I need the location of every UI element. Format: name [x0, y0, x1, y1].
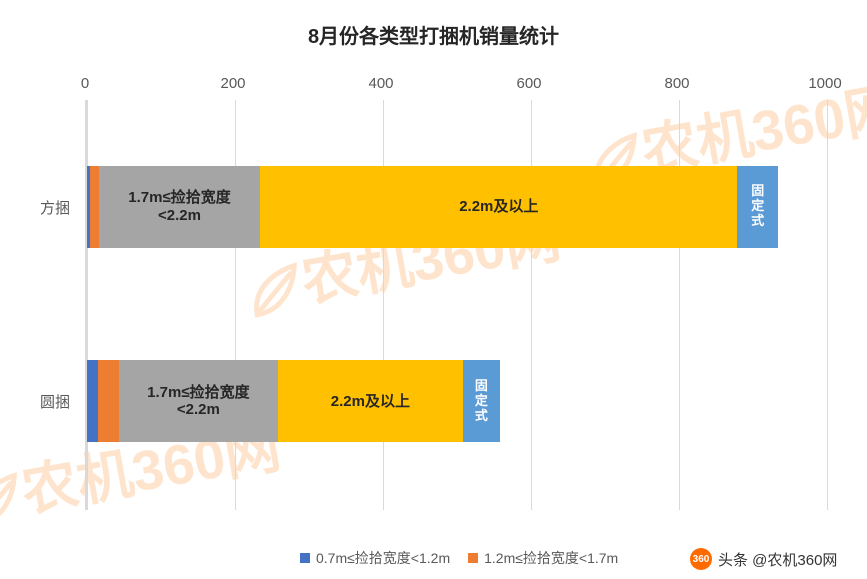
- bar-segment: 2.2m及以上: [260, 166, 737, 248]
- x-tick-label: 200: [220, 75, 245, 92]
- bar-segment: [87, 360, 98, 442]
- bar-segment: [90, 166, 99, 248]
- gridline: [383, 100, 384, 510]
- y-category-label: 圆捆: [0, 391, 70, 412]
- bar-segment-label: 固 定 式: [475, 379, 488, 424]
- legend-label: 0.7m≤捡拾宽度<1.2m: [316, 548, 450, 568]
- chart-container: 8月份各类型打捆机销量统计 农机360网农机360网农机360网 1.7m≤捡拾…: [0, 0, 867, 579]
- leaf-icon: [0, 467, 28, 537]
- bar-segment-label: 2.2m及以上: [459, 198, 538, 215]
- gridline: [679, 100, 680, 510]
- x-tick-label: 800: [664, 75, 689, 92]
- legend-swatch: [300, 553, 310, 563]
- x-tick-label: 0: [81, 75, 89, 92]
- bar-segment: 1.7m≤捡拾宽度 <2.2m: [119, 360, 278, 442]
- bar-segment-label: 1.7m≤捡拾宽度 <2.2m: [128, 189, 230, 224]
- bar-segment: [98, 360, 119, 442]
- bar-segment: 2.2m及以上: [278, 360, 463, 442]
- legend-item: 0.7m≤捡拾宽度<1.2m: [300, 548, 450, 568]
- bar-row: 1.7m≤捡拾宽度 <2.2m 2.2m及以上 固 定 式: [87, 166, 827, 248]
- bar-segment: 1.7m≤捡拾宽度 <2.2m: [99, 166, 260, 248]
- bar-segment-label: 固 定 式: [751, 184, 764, 229]
- legend: 0.7m≤捡拾宽度<1.2m 1.2m≤捡拾宽度<1.7m: [300, 548, 618, 568]
- legend-swatch: [468, 553, 478, 563]
- attribution-avatar: 360: [690, 548, 712, 570]
- x-tick-label: 1000: [808, 75, 841, 92]
- gridline: [531, 100, 532, 510]
- bar-segment: 固 定 式: [737, 166, 778, 248]
- x-tick-label: 600: [516, 75, 541, 92]
- legend-label: 1.2m≤捡拾宽度<1.7m: [484, 548, 618, 568]
- bar-segment: 固 定 式: [463, 360, 500, 442]
- gridline: [235, 100, 236, 510]
- chart-title: 8月份各类型打捆机销量统计: [0, 20, 867, 49]
- gridline: [87, 100, 88, 510]
- y-category-label: 方捆: [0, 197, 70, 218]
- attribution: 360 头条 @农机360网: [690, 548, 837, 570]
- bar-segment-label: 2.2m及以上: [331, 393, 410, 410]
- bar-row: 1.7m≤捡拾宽度 <2.2m 2.2m及以上 固 定 式: [87, 360, 827, 442]
- x-tick-label: 400: [368, 75, 393, 92]
- gridline: [827, 100, 828, 510]
- legend-item: 1.2m≤捡拾宽度<1.7m: [468, 548, 618, 568]
- attribution-text: 头条 @农机360网: [718, 549, 837, 570]
- plot-area: 1.7m≤捡拾宽度 <2.2m2.2m及以上固 定 式1.7m≤捡拾宽度 <2.…: [85, 100, 827, 510]
- bar-segment-label: 1.7m≤捡拾宽度 <2.2m: [147, 384, 249, 419]
